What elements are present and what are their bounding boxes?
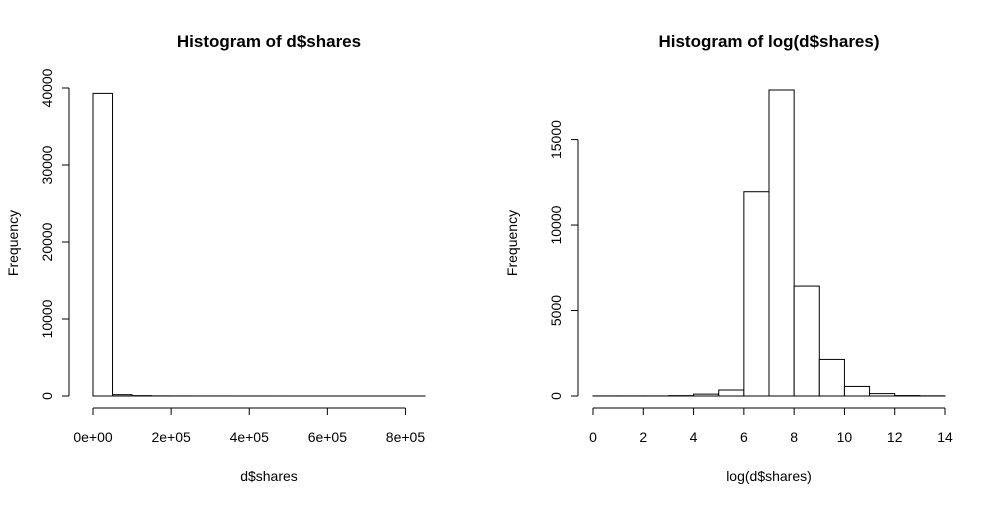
histogram-log-shares-panel: Histogram of log(d$shares) log(d$shares)… (504, 32, 953, 484)
x-axis-label: d$shares (240, 468, 298, 484)
y-axis: 0 5000 10000 15000 (548, 120, 579, 400)
x-tick-label: 4 (690, 429, 698, 445)
histogram-bar (818, 358, 845, 397)
histogram-bar (718, 389, 745, 397)
y-axis: 0 10000 20000 30000 40000 (39, 68, 70, 400)
y-tick-label: 10000 (39, 299, 55, 338)
histogram-bar (793, 285, 820, 397)
chart-title: Histogram of d$shares (177, 32, 361, 51)
y-tick-label: 20000 (39, 222, 55, 261)
x-axis: 0 2 4 6 8 10 12 14 (589, 407, 953, 445)
x-tick-label: 14 (937, 429, 953, 445)
histogram-bar (743, 191, 770, 397)
x-axis-label: log(d$shares) (726, 468, 812, 484)
y-tick-label: 40000 (39, 68, 55, 107)
x-tick-label: 6 (740, 429, 748, 445)
x-tick-label: 0e+00 (73, 429, 113, 445)
y-axis-label: Frequency (504, 210, 520, 276)
histogram-bar (92, 92, 114, 397)
y-tick-label: 5000 (548, 295, 564, 326)
x-tick-label: 2e+05 (151, 429, 191, 445)
y-tick-label: 10000 (548, 205, 564, 244)
x-tick-label: 0 (589, 429, 597, 445)
x-tick-label: 2 (639, 429, 647, 445)
histogram-bar (843, 385, 871, 397)
histogram-shares-panel: Histogram of d$shares d$shares Frequency… (5, 32, 426, 484)
x-tick-label: 4e+05 (230, 429, 270, 445)
y-axis-label: Frequency (5, 210, 21, 276)
y-tick-label: 0 (548, 392, 564, 400)
x-tick-label: 8e+05 (386, 429, 426, 445)
histogram-bar (693, 393, 720, 397)
histogram-bar (869, 393, 896, 397)
y-tick-label: 0 (39, 392, 55, 400)
x-axis: 0e+00 2e+05 4e+05 6e+05 8e+05 (73, 407, 426, 445)
x-tick-label: 6e+05 (308, 429, 348, 445)
histogram-bar (112, 394, 133, 397)
bars (92, 92, 426, 397)
x-tick-label: 10 (837, 429, 853, 445)
histogram-bar (768, 89, 795, 397)
x-tick-label: 8 (790, 429, 798, 445)
y-tick-label: 30000 (39, 145, 55, 184)
chart-title: Histogram of log(d$shares) (658, 32, 879, 51)
y-tick-label: 15000 (548, 120, 564, 159)
x-tick-label: 12 (887, 429, 903, 445)
bars (592, 89, 946, 397)
